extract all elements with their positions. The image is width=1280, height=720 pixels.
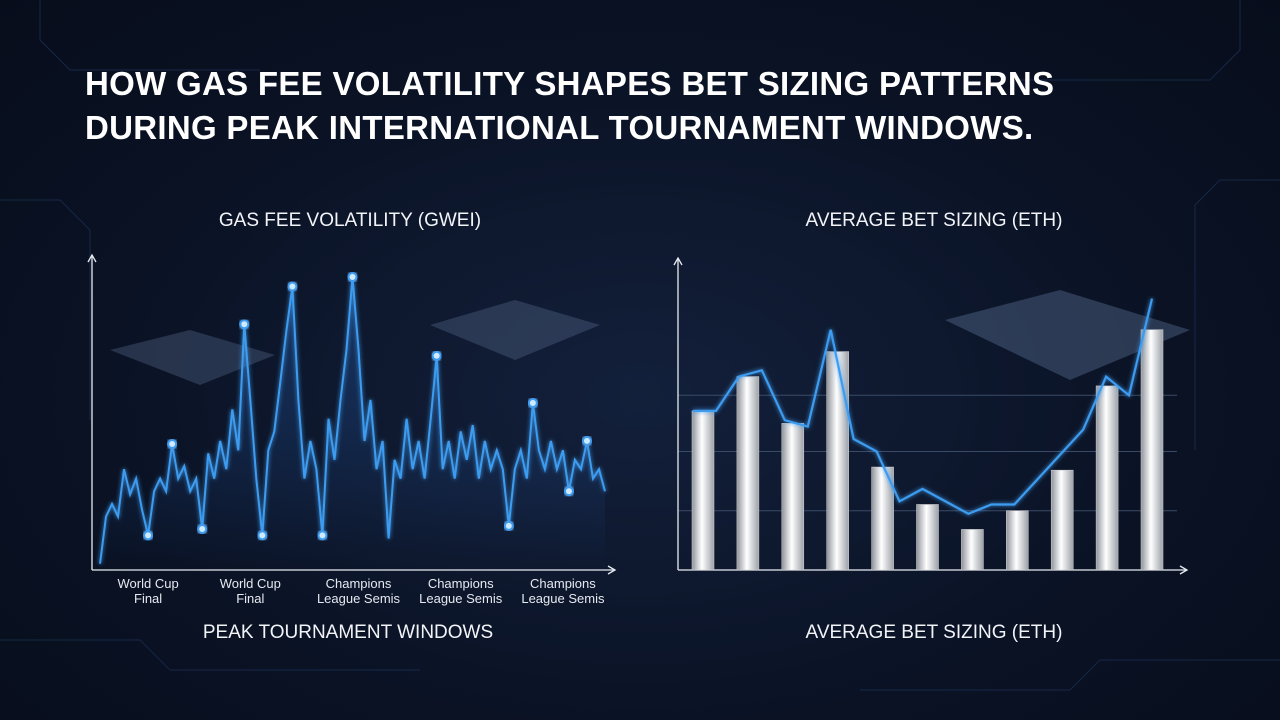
page-title: HOW GAS FEE VOLATILITY SHAPES BET SIZING…: [85, 65, 1055, 146]
x-tick-label: Champions League Semis: [419, 576, 503, 606]
highlight-point: [431, 350, 442, 361]
highlight-point: [197, 524, 208, 535]
bar: [1050, 469, 1074, 571]
x-axis-title: PEAK TOURNAMENT WINDOWS: [202, 622, 494, 643]
highlight-point: [257, 530, 268, 541]
chart-title: AVERAGE BET SIZING (ETH): [805, 210, 1063, 231]
y-arrow: [87, 253, 97, 263]
highlight-point: [527, 398, 538, 409]
highlight-point: [503, 520, 514, 531]
highlight-point: [563, 486, 574, 497]
x-tick-label: World Cup Final: [117, 576, 179, 606]
bar: [1006, 510, 1029, 571]
x-axis-title: AVERAGE BET SIZING (ETH): [805, 622, 1063, 643]
highlight-point: [581, 435, 592, 446]
bar: [1095, 385, 1119, 571]
y-arrow: [673, 256, 683, 266]
highlight-point: [287, 281, 298, 292]
x-tick-label: World Cup Final: [219, 576, 281, 606]
x-arrow: [1179, 565, 1189, 575]
highlight-point: [317, 530, 328, 541]
circuit-decoration: [0, 0, 1280, 691]
bar: [736, 376, 760, 571]
line-area: [100, 277, 605, 570]
x-tick-label: Champions League Semis: [316, 576, 401, 606]
stadium-decoration: [110, 290, 1190, 385]
highlight-point: [143, 530, 154, 541]
bar: [691, 410, 715, 571]
x-arrow: [607, 565, 617, 575]
highlight-point: [239, 319, 250, 330]
line: [693, 298, 1154, 516]
highlight-point: [347, 272, 358, 283]
bar: [916, 504, 939, 571]
bar: [826, 351, 849, 571]
bar: [1140, 329, 1164, 571]
highlight-point: [167, 439, 178, 449]
chart-title: GAS FEE VOLATILITY (GWEI): [218, 210, 482, 231]
bar: [781, 423, 805, 571]
x-tick-label: Champions League Semis: [521, 576, 605, 606]
bar: [961, 529, 984, 571]
